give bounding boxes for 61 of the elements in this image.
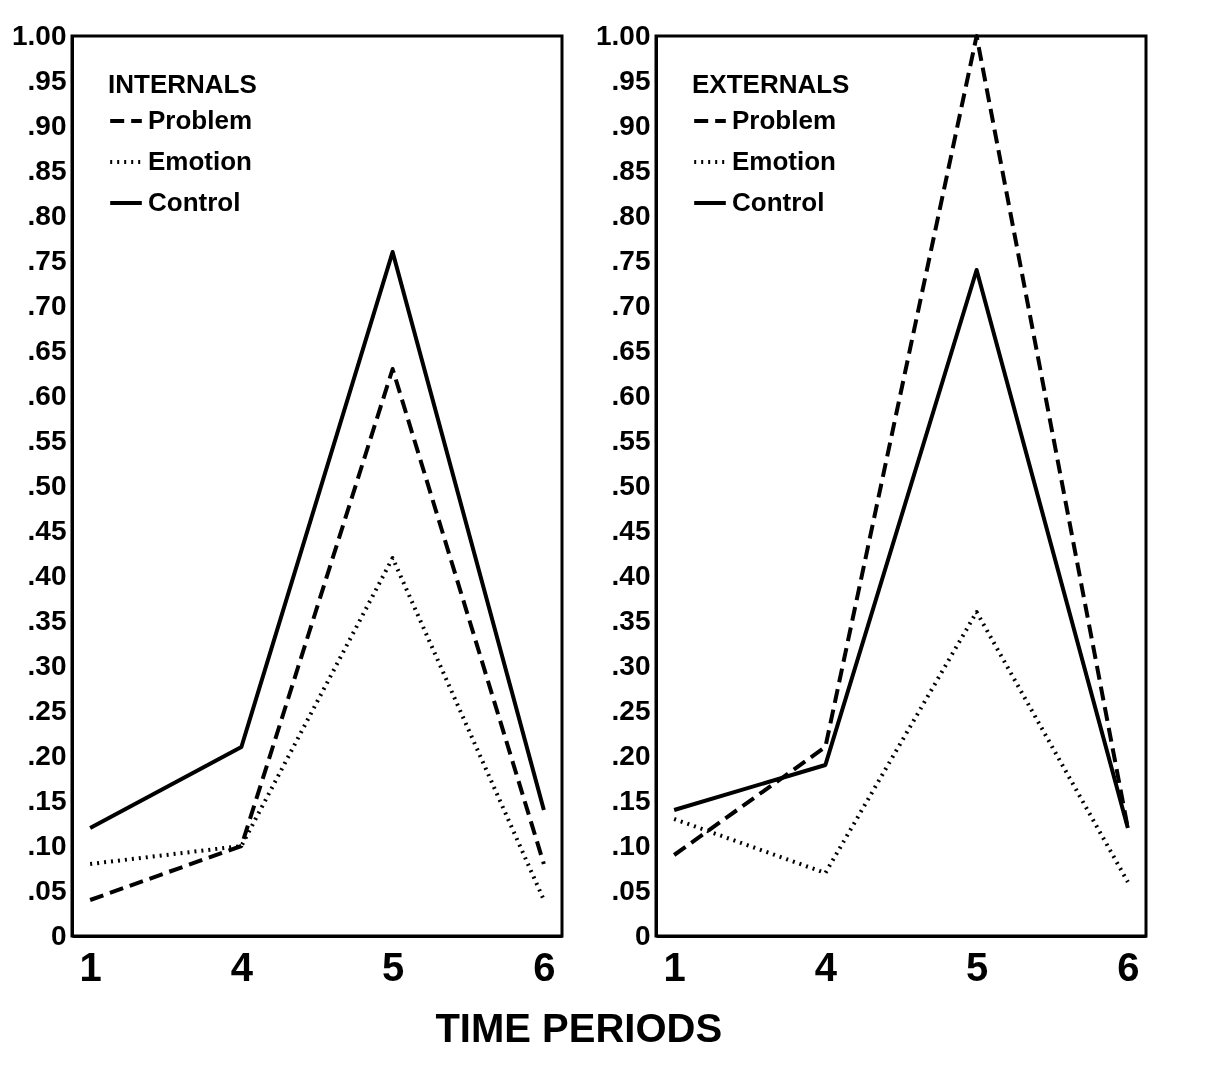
y-tick-label: .20 [27, 739, 67, 771]
x-axis-title: TIME PERIODS [435, 1005, 723, 1050]
y-tick-label: .05 [611, 874, 651, 906]
y-tick-label: .30 [611, 649, 651, 681]
x-tick-label: 4 [230, 944, 254, 989]
x-tick-label: 6 [1117, 944, 1140, 989]
y-tick-label: .90 [27, 109, 67, 141]
y-tick-label: .25 [27, 694, 67, 726]
y-tick-label: .20 [611, 739, 651, 771]
y-tick-label: .65 [611, 334, 651, 366]
y-tick-label: .50 [611, 469, 651, 501]
y-tick-label: .95 [27, 64, 67, 96]
legend-label: Problem [148, 105, 253, 135]
legend-label: Problem [732, 105, 837, 135]
y-tick-label: .55 [27, 424, 67, 456]
y-tick-label: .15 [611, 784, 651, 816]
y-tick-label: .45 [611, 514, 651, 546]
y-tick-label: .75 [27, 244, 67, 276]
x-tick-label: 1 [79, 944, 102, 989]
x-tick-label: 1 [663, 944, 686, 989]
y-tick-label: .35 [611, 604, 651, 636]
y-tick-label: .35 [27, 604, 67, 636]
y-tick-label: .10 [27, 829, 67, 861]
y-tick-label: .55 [611, 424, 651, 456]
x-tick-label: 5 [381, 944, 405, 989]
legend-title: EXTERNALS [692, 69, 850, 99]
y-tick-label: .95 [611, 64, 651, 96]
legend-label: Emotion [732, 146, 836, 176]
y-tick-label: .85 [27, 154, 67, 186]
y-tick-label: .80 [27, 199, 67, 231]
legend-label: Emotion [148, 146, 252, 176]
y-tick-label: .70 [27, 289, 67, 321]
line-series [88, 367, 546, 902]
y-tick-label: .50 [27, 469, 67, 501]
y-tick-label: .30 [27, 649, 67, 681]
y-tick-label: .05 [27, 874, 67, 906]
legend-title: INTERNALS [108, 69, 257, 99]
y-tick-label: .70 [611, 289, 651, 321]
y-tick-label: 0 [50, 919, 67, 951]
y-tick-label: 1.00 [12, 19, 67, 51]
y-tick-label: 0 [634, 919, 651, 951]
y-tick-label: .60 [611, 379, 651, 411]
y-tick-label: .25 [611, 694, 651, 726]
y-tick-label: .15 [27, 784, 67, 816]
y-tick-label: .40 [611, 559, 651, 591]
y-tick-label: .40 [27, 559, 67, 591]
y-tick-label: .75 [611, 244, 651, 276]
y-tick-label: .60 [27, 379, 67, 411]
y-tick-label: .10 [611, 829, 651, 861]
y-tick-label: .65 [27, 334, 67, 366]
legend-label: Control [732, 187, 825, 217]
x-tick-label: 5 [965, 944, 989, 989]
y-tick-label: 1.00 [596, 19, 651, 51]
y-tick-label: .90 [611, 109, 651, 141]
x-tick-label: 4 [814, 944, 838, 989]
y-tick-label: .85 [611, 154, 651, 186]
legend-label: Control [148, 187, 241, 217]
y-tick-label: .45 [27, 514, 67, 546]
y-tick-label: .80 [611, 199, 651, 231]
line-series [88, 250, 546, 830]
x-tick-label: 6 [533, 944, 556, 989]
